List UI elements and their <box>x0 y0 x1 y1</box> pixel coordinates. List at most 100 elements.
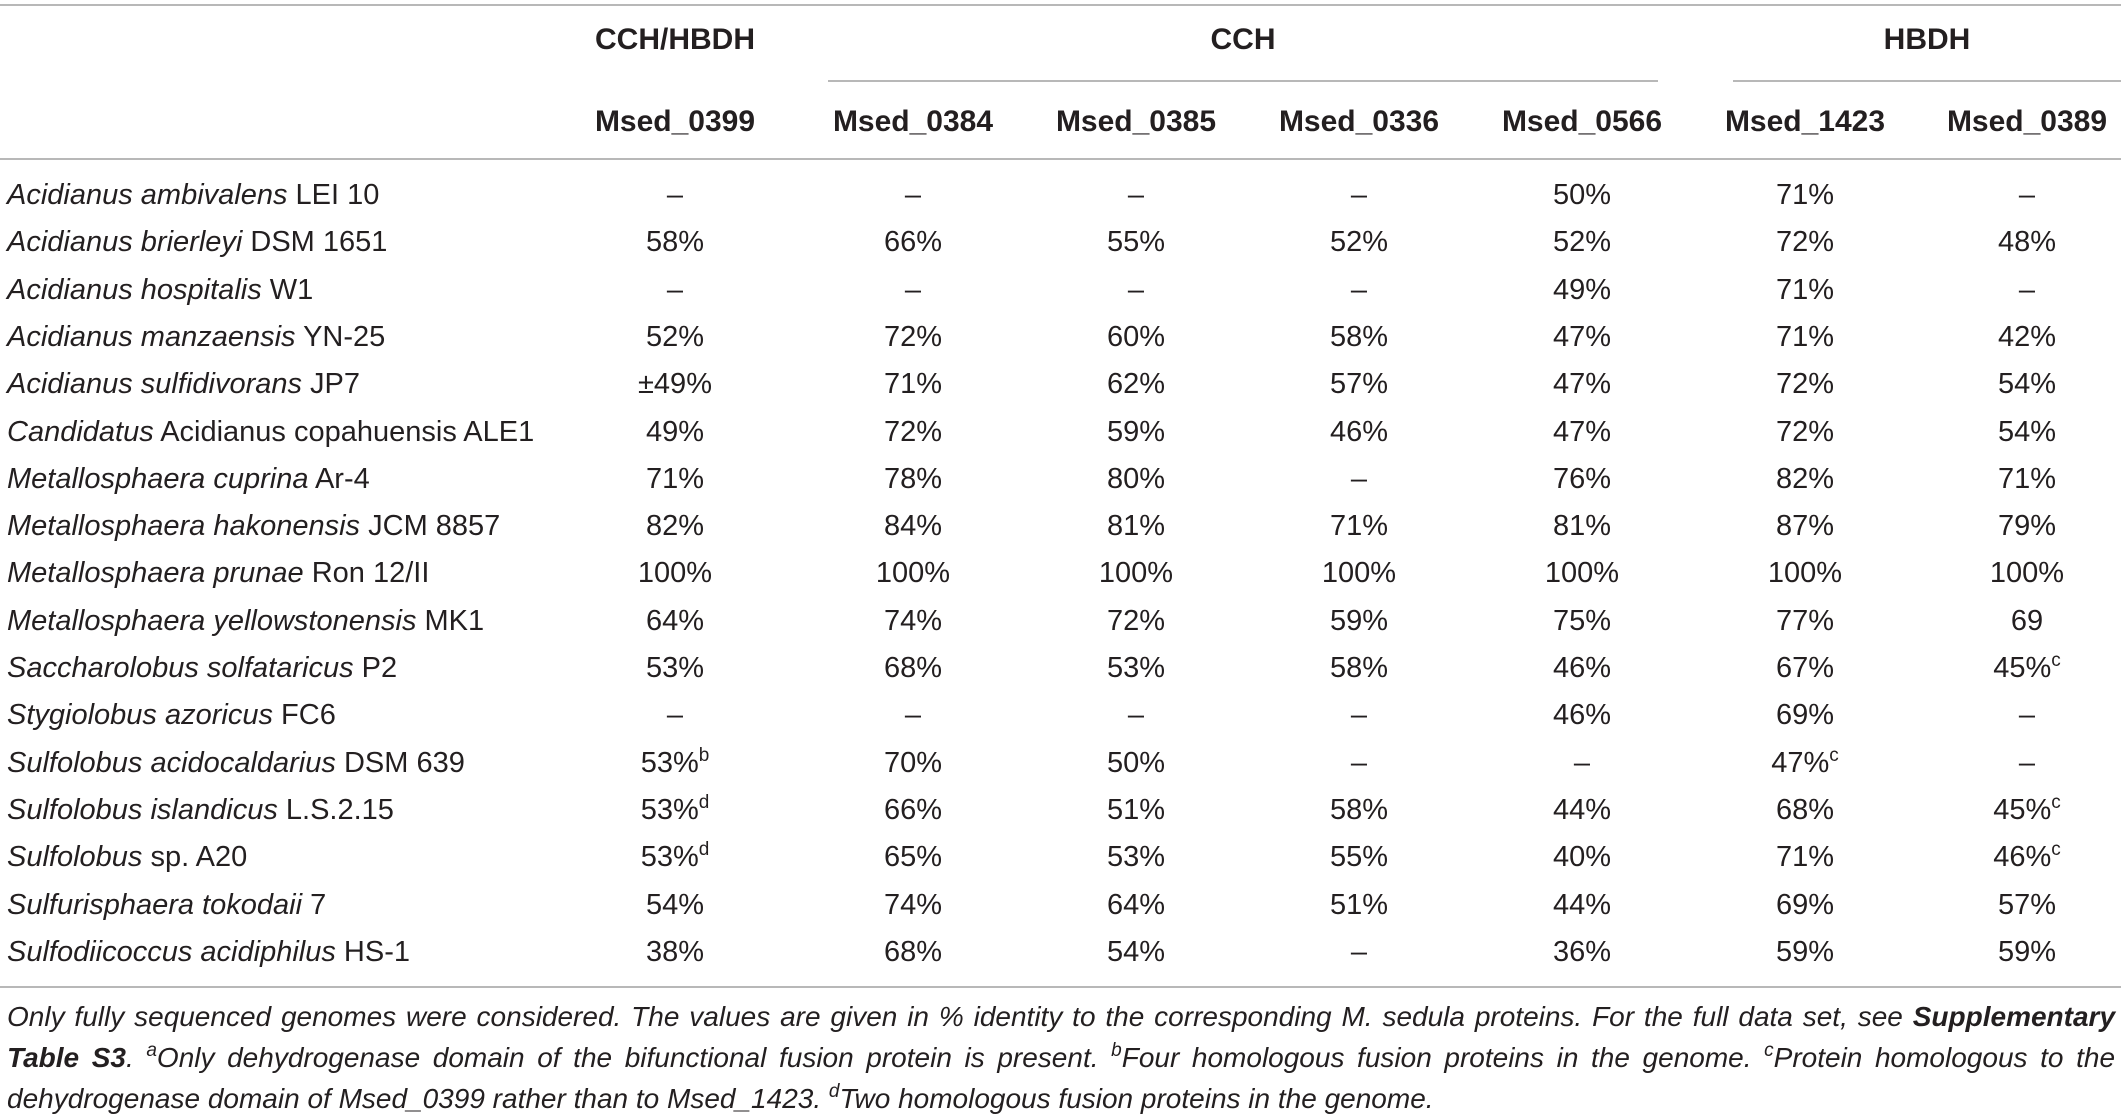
organism-genus-species: Metallosphaera hakonensis <box>7 510 361 543</box>
identity-value: 45% <box>1993 652 2052 684</box>
organism-genus-species: Acidianus ambivalens <box>7 179 288 211</box>
column-header: Msed_0566 <box>1501 105 1663 138</box>
identity-cell: 100% <box>570 550 780 597</box>
identity-cell: 52% <box>570 314 780 361</box>
identity-cell: 71% <box>570 456 780 503</box>
identity-cell: 46% <box>1254 409 1464 456</box>
identity-cell: – <box>1254 692 1464 739</box>
organism-name: Acidianus brierleyi DSM 1651 <box>7 219 387 266</box>
table-row: Metallosphaera hakonensis JCM 8857 82% 84%… <box>0 503 2121 550</box>
identity-cell: 58% <box>1254 645 1464 692</box>
identity-cell: 59% <box>1700 929 1910 976</box>
identity-cell: 100% <box>1922 550 2121 597</box>
identity-cell: 38% <box>570 929 780 976</box>
identity-cell: 50% <box>1031 740 1241 787</box>
bottom-rule <box>0 986 2121 988</box>
identity-value: 100% <box>1321 557 1397 590</box>
organism-genus-species: Stygiolobus azoricus <box>7 699 273 732</box>
identity-value: 47% <box>1552 320 1612 353</box>
identity-value: 71% <box>1775 320 1835 353</box>
identity-value: 62% <box>1106 368 1166 401</box>
organism-genus-species: Sulfolobus acidocaldarius <box>7 746 336 779</box>
footnote-marker: c <box>1829 744 1839 766</box>
identity-cell: 100% <box>1254 550 1464 597</box>
identity-cell: – <box>1254 740 1464 787</box>
identity-cell: ±49% <box>570 361 780 408</box>
identity-value: – <box>1127 273 1145 306</box>
table-row: Acidianus brierleyi DSM 1651 58% 66% 55% 52%… <box>0 219 2121 266</box>
header-rule <box>0 158 2121 160</box>
identity-value: 54% <box>1997 415 2057 448</box>
table-row: Acidianus sulfidivorans JP7 ±49% 71% 62% 57%… <box>0 361 2121 408</box>
table-footnote: Only fully sequenced genomes were consid… <box>7 1001 2116 1114</box>
identity-value: 59% <box>1997 935 2057 968</box>
identity-cell: 72% <box>808 314 1018 361</box>
identity-cell: – <box>570 172 780 219</box>
identity-value: 51% <box>1329 888 1389 921</box>
identity-cell: 68% <box>1700 787 1910 834</box>
identity-cell: 59% <box>1254 598 1464 645</box>
identity-cell: 71% <box>1700 172 1910 219</box>
identity-value: 69% <box>1775 888 1835 921</box>
note-a-text: Only dehydrogenase domain of the bifunct… <box>156 1042 1099 1073</box>
footnote-marker: c <box>2051 791 2061 813</box>
identity-value: 65% <box>883 841 943 874</box>
identity-value: – <box>1127 699 1145 732</box>
group-header-hbdh: HBDH <box>1883 23 1971 56</box>
identity-cell: 53%b <box>570 740 780 787</box>
identity-value: 82% <box>645 510 705 543</box>
identity-cell: 57% <box>1254 361 1464 408</box>
identity-value: 69 <box>2010 604 2044 637</box>
column-header: Msed_0385 <box>1055 105 1217 138</box>
identity-cell: 69% <box>1700 882 1910 929</box>
identity-value: 69% <box>1775 699 1835 732</box>
identity-cell: 59% <box>1922 929 2121 976</box>
identity-cell: 44% <box>1477 787 1687 834</box>
identity-cell: – <box>1031 172 1241 219</box>
organism-name: Acidianus manzaensis YN-25 <box>7 314 385 361</box>
identity-cell: 62% <box>1031 361 1241 408</box>
identity-cell: 100% <box>1700 550 1910 597</box>
identity-cell: 72% <box>1700 219 1910 266</box>
column-header: Msed_0384 <box>832 105 994 138</box>
identity-cell: 54% <box>570 882 780 929</box>
identity-cell: – <box>1254 929 1464 976</box>
identity-value: 53% <box>645 652 705 684</box>
identity-cell: 100% <box>1031 550 1241 597</box>
identity-cell: 75% <box>1477 598 1687 645</box>
organism-genus-species: Saccharolobus solfataricus <box>7 652 354 684</box>
organism-strain: L.S.2.15 <box>285 793 394 826</box>
identity-cell: – <box>1254 456 1464 503</box>
identity-value: 66% <box>883 226 943 259</box>
identity-value: 38% <box>645 935 705 968</box>
identity-cell: 87% <box>1700 503 1910 550</box>
organism-name: Sulfolobus islandicus L.S.2.15 <box>7 787 394 834</box>
identity-value: 71% <box>1329 510 1389 543</box>
table-row: Candidatus Acidianus copahuensis ALE1 49%… <box>0 409 2121 456</box>
identity-value: 68% <box>1775 793 1835 826</box>
supplementary-reference: Supplementary Table S3 <box>7 1001 2116 1073</box>
identity-cell: 82% <box>1700 456 1910 503</box>
identity-value: 70% <box>883 746 943 779</box>
column-header: Msed_1423 <box>1724 105 1886 138</box>
identity-value: 57% <box>1997 888 2057 921</box>
organism-name: Sulfodiicoccus acidiphilus HS-1 <box>7 929 410 976</box>
table-row: Metallosphaera cuprina Ar-4 71% 78% 80% – 76%… <box>0 456 2121 503</box>
identity-value: 47% <box>1552 368 1612 401</box>
note-mark-b: b <box>1111 1040 1122 1061</box>
identity-value: 87% <box>1775 510 1835 543</box>
identity-value: 72% <box>883 320 943 353</box>
identity-value: 79% <box>1997 510 2057 543</box>
identity-cell: 72% <box>1700 409 1910 456</box>
table-row: Sulfolobus islandicus L.S.2.15 53%d 66% 51%… <box>0 787 2121 834</box>
identity-cell: 54% <box>1031 929 1241 976</box>
organism-strain: JCM 8857 <box>368 510 501 543</box>
identity-cell: 51% <box>1031 787 1241 834</box>
note-mark-d: d <box>828 1081 840 1102</box>
identity-value: 53% <box>640 793 699 826</box>
identity-cell: 64% <box>1031 882 1241 929</box>
footnote-intro: Only fully sequenced genomes were consid… <box>7 1001 1903 1032</box>
identity-cell: 40% <box>1477 834 1687 881</box>
identity-value: – <box>1350 179 1368 211</box>
identity-cell: 54% <box>1922 361 2121 408</box>
